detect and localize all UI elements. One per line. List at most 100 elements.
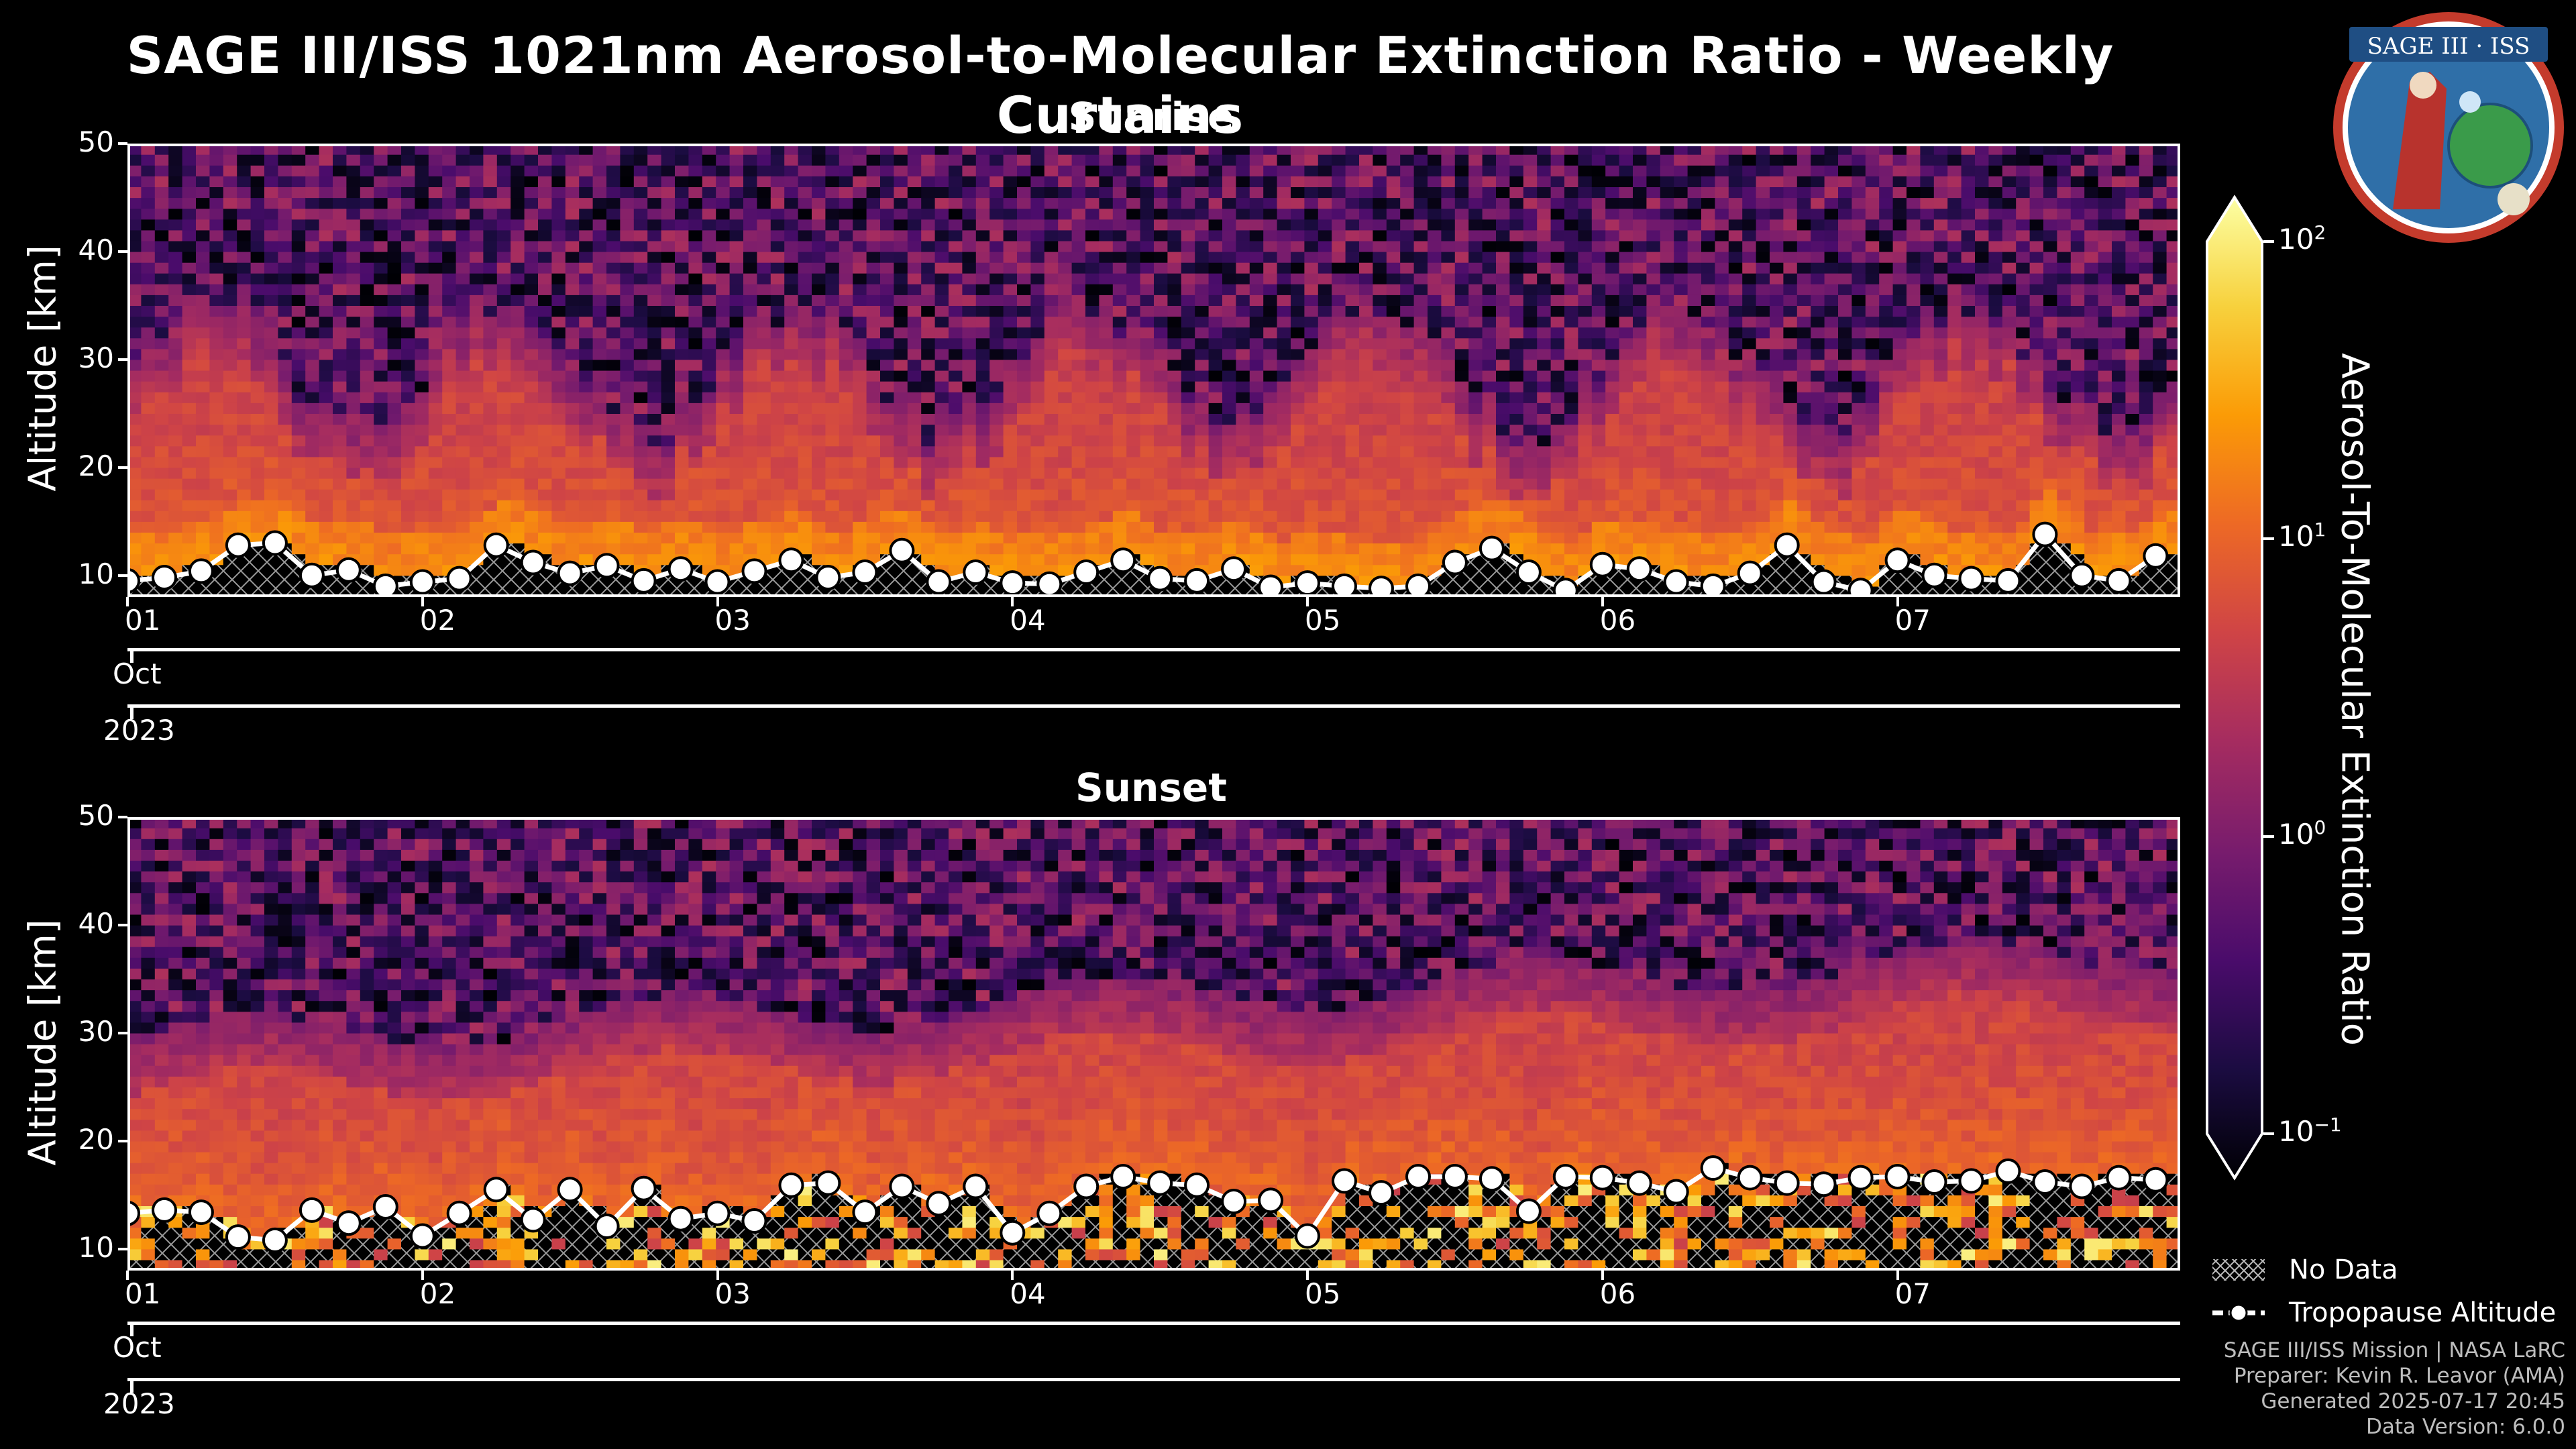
heatmap-cell	[442, 316, 457, 328]
heatmap-cell	[743, 381, 757, 392]
heatmap-cell	[442, 532, 457, 544]
heatmap-cell	[1537, 252, 1552, 263]
heatmap-cell	[1181, 284, 1195, 295]
heatmap-cell	[1017, 500, 1031, 511]
heatmap-cell	[1715, 500, 1729, 511]
heatmap-cell	[975, 348, 990, 360]
heatmap-cell	[1564, 392, 1578, 403]
heatmap-cell	[1345, 240, 1360, 252]
heatmap-cell	[1428, 154, 1442, 166]
heatmap-cell	[1441, 532, 1456, 544]
heatmap-cell	[1687, 413, 1702, 425]
heatmap-cell	[743, 252, 757, 263]
heatmap-cell	[647, 229, 662, 241]
no-data-cell	[907, 586, 922, 597]
heatmap-cell	[839, 553, 853, 566]
heatmap-cell	[1537, 348, 1552, 360]
heatmap-cell	[743, 208, 757, 220]
heatmap-cell	[196, 532, 210, 544]
heatmap-cell	[1236, 500, 1250, 511]
heatmap-cell	[237, 467, 252, 479]
heatmap-cell	[319, 240, 333, 252]
heatmap-cell	[1332, 305, 1346, 317]
heatmap-cell	[1619, 165, 1633, 176]
heatmap-cell	[1537, 424, 1552, 436]
heatmap-cell	[223, 305, 237, 317]
heatmap-cell	[675, 511, 689, 522]
heatmap-cell	[1154, 511, 1168, 522]
no-data-cell	[1482, 564, 1497, 576]
heatmap-cell	[1454, 197, 1469, 209]
heatmap-cell	[1646, 252, 1661, 263]
heatmap-cell	[989, 337, 1004, 350]
heatmap-cell	[1044, 252, 1059, 263]
heatmap-cell	[333, 327, 347, 339]
heatmap-cell	[291, 262, 306, 274]
heatmap-cell	[565, 208, 580, 220]
heatmap-cell	[1441, 337, 1456, 350]
heatmap-cell	[853, 359, 867, 371]
heatmap-cell	[1112, 359, 1127, 371]
heatmap-cell	[346, 359, 361, 371]
heatmap-cell	[1687, 294, 1702, 306]
heatmap-cell	[209, 165, 224, 176]
heatmap-cell	[223, 208, 237, 220]
heatmap-cell	[1428, 402, 1442, 414]
heatmap-cell	[223, 284, 237, 295]
heatmap-cell	[127, 478, 142, 490]
heatmap-cell	[1236, 402, 1250, 414]
heatmap-cell	[1413, 294, 1428, 306]
heatmap-cell	[428, 543, 443, 555]
heatmap-cell	[825, 252, 840, 263]
heatmap-cell	[360, 197, 374, 209]
heatmap-cell	[1537, 144, 1552, 155]
heatmap-cell	[1496, 359, 1510, 371]
heatmap-cell	[1619, 144, 1633, 155]
heatmap-cell	[278, 219, 292, 231]
heatmap-cell	[1413, 262, 1428, 274]
heatmap-cell	[415, 165, 429, 176]
heatmap-cell	[1441, 176, 1456, 187]
heatmap-cell	[1003, 467, 1018, 479]
heatmap-cell	[1140, 381, 1155, 392]
heatmap-cell	[141, 262, 156, 274]
heatmap-cell	[1660, 305, 1674, 317]
heatmap-cell	[894, 273, 908, 284]
heatmap-cell	[1017, 564, 1031, 576]
heatmap-cell	[825, 176, 840, 187]
heatmap-cell	[907, 294, 922, 306]
heatmap-cell	[1291, 511, 1305, 522]
heatmap-cell	[1715, 381, 1729, 392]
heatmap-cell	[305, 273, 320, 284]
heatmap-cell	[1386, 176, 1401, 187]
heatmap-cell	[1085, 273, 1099, 284]
heatmap-cell	[1304, 500, 1319, 511]
heatmap-cell	[319, 435, 333, 447]
no-data-cell	[1167, 586, 1182, 597]
heatmap-cell	[1496, 521, 1510, 533]
heatmap-cell	[729, 327, 744, 339]
heatmap-cell	[470, 543, 484, 555]
heatmap-cell	[934, 370, 949, 382]
heatmap-cell	[894, 197, 908, 209]
heatmap-cell	[716, 262, 731, 274]
heatmap-cell	[1236, 305, 1250, 317]
heatmap-cell	[291, 229, 306, 241]
heatmap-cell	[168, 381, 183, 392]
heatmap-cell	[1249, 521, 1264, 533]
heatmap-cell	[1468, 489, 1483, 500]
heatmap-cell	[565, 240, 580, 252]
heatmap-cell	[1359, 553, 1373, 566]
heatmap-cell	[154, 511, 169, 522]
heatmap-cell	[1249, 208, 1264, 220]
heatmap-cell	[1715, 208, 1729, 220]
heatmap-cell	[1222, 532, 1236, 544]
heatmap-cell	[1058, 305, 1073, 317]
heatmap-cell	[1126, 144, 1141, 155]
heatmap-cell	[579, 165, 594, 176]
heatmap-cell	[606, 392, 621, 403]
heatmap-cell	[1701, 252, 1715, 263]
heatmap-cell	[1359, 543, 1373, 555]
heatmap-cell	[278, 154, 292, 166]
heatmap-cell	[579, 348, 594, 360]
